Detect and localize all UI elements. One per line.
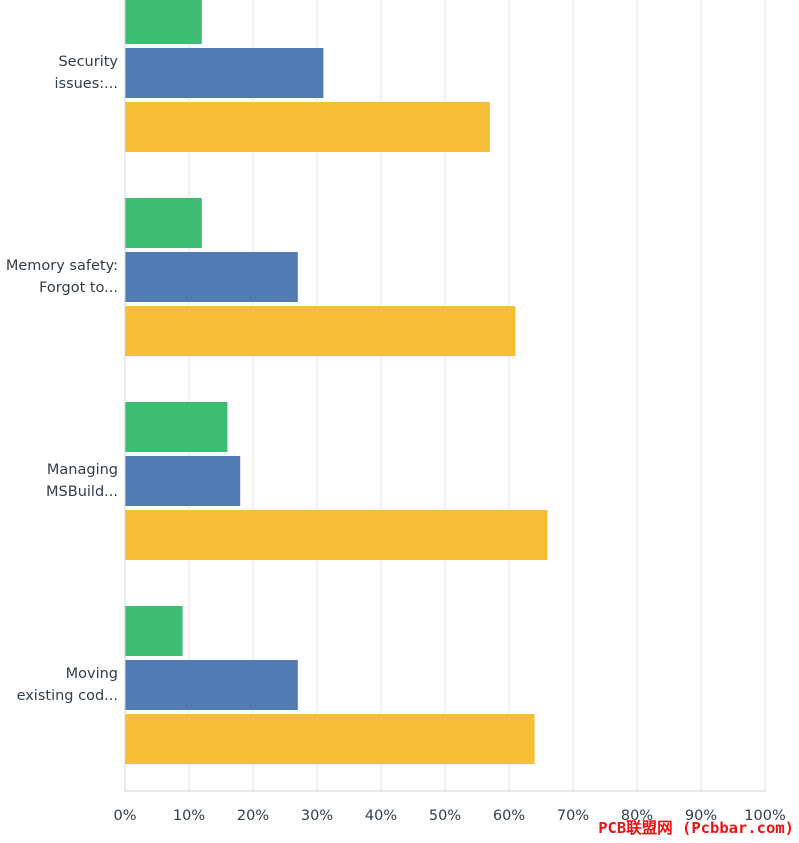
category-label-line: Managing — [46, 462, 118, 478]
category-label-line: Security — [58, 54, 118, 70]
bar — [125, 714, 535, 764]
bar — [125, 402, 228, 452]
x-tick-label: 0% — [113, 808, 136, 824]
bar — [125, 306, 516, 356]
x-tick-label: 100% — [744, 808, 785, 824]
category-label-line: Moving — [65, 666, 118, 682]
category-label-line: MSBuild... — [46, 484, 118, 500]
category-label: Memory safety: Forgot to... — [0, 255, 118, 299]
x-tick-label: 10% — [173, 808, 205, 824]
bar — [125, 48, 324, 98]
category-label-line: existing cod... — [16, 688, 118, 704]
bar — [125, 606, 183, 656]
bar — [125, 510, 548, 560]
category-label-line: Memory safety: — [5, 258, 118, 274]
x-tick-label: 60% — [493, 808, 525, 824]
bar — [125, 252, 298, 302]
bar — [125, 198, 202, 248]
x-tick-label: 50% — [429, 808, 461, 824]
category-label: Managing MSBuild... — [0, 459, 118, 503]
x-tick-label: 80% — [621, 808, 653, 824]
category-label-line: Forgot to... — [39, 280, 118, 296]
x-tick-label: 20% — [237, 808, 269, 824]
x-tick-label: 90% — [685, 808, 717, 824]
watermark: PCB联盟网 (Pcbbar.com) — [598, 819, 794, 837]
bar — [125, 0, 202, 44]
x-tick-label: 70% — [557, 808, 589, 824]
category-label: Security issues:... — [0, 51, 118, 95]
bar — [125, 456, 241, 506]
bar — [125, 660, 298, 710]
bar — [125, 102, 490, 152]
x-tick-label: 40% — [365, 808, 397, 824]
category-label: Moving existing cod... — [0, 663, 118, 707]
category-label-line: issues:... — [54, 76, 118, 92]
x-tick-label: 30% — [301, 808, 333, 824]
